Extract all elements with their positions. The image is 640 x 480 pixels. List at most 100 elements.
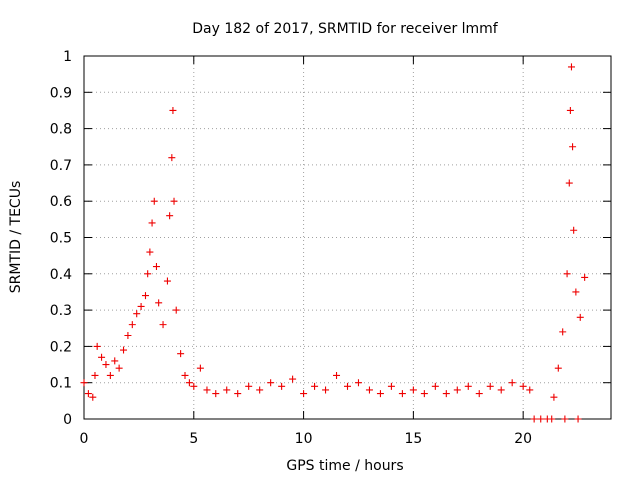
x-tick-label: 0 [80,431,89,447]
y-tick-label: 0.2 [50,339,72,355]
data-point [431,382,439,390]
data-point [170,197,178,205]
data-point [89,393,97,401]
data-point [111,357,119,365]
data-point [196,364,204,372]
data-point [581,273,589,281]
data-point [365,386,373,394]
data-point [120,346,128,354]
data-point [576,313,584,321]
data-point [190,382,198,390]
data-point [475,390,483,398]
data-point [115,364,123,372]
data-point [526,386,534,394]
data-point [420,390,428,398]
data-point [91,371,99,379]
data-markers [80,63,589,423]
data-point [554,364,562,372]
data-point [166,212,174,220]
data-point [398,390,406,398]
data-point [565,179,573,187]
data-point [148,219,156,227]
data-point [566,106,574,114]
data-point [387,382,395,390]
chart-title: Day 182 of 2017, SRMTID for receiver lmm… [192,21,499,37]
data-point [146,248,154,256]
data-point [311,382,319,390]
x-axis-label: GPS time / hours [286,458,403,474]
y-tick-label: 0.7 [50,158,72,174]
x-tick-label: 10 [295,431,313,447]
data-point [223,386,231,394]
grid-lines [84,56,611,419]
data-point [344,382,351,390]
data-point [168,154,176,162]
data-point [278,382,286,390]
y-tick-label: 1 [63,49,72,65]
data-point [530,415,538,423]
x-tick-label: 5 [189,431,198,447]
data-point [267,379,275,387]
data-point [574,415,582,423]
data-point [453,386,461,394]
data-point [234,390,242,398]
data-point [300,390,308,398]
y-tick-label: 0.1 [50,376,72,392]
data-point [80,379,88,387]
data-point [150,197,158,205]
data-point [106,371,114,379]
axis-ticks [83,55,611,420]
data-point [486,382,494,390]
data-point [537,415,545,423]
y-tick-label: 0.5 [50,231,72,247]
data-point [98,353,106,361]
data-point [548,415,556,423]
data-point [561,415,569,423]
data-point [245,382,253,390]
y-tick-label: 0.8 [50,122,72,138]
data-point [185,379,193,387]
data-point [570,226,578,234]
y-tick-label: 0.4 [50,267,72,283]
y-tick-label: 0.3 [50,303,72,319]
data-point [84,390,92,398]
data-point [442,390,450,398]
data-point [144,270,152,278]
data-point [572,288,580,296]
data-point [163,277,171,285]
data-point [569,143,577,151]
plot-frame [83,55,612,420]
data-point [172,306,180,314]
data-point [519,382,527,390]
data-point [137,302,145,310]
data-point [550,393,558,401]
data-point [155,299,163,307]
data-point [354,379,362,387]
data-point [152,263,160,271]
data-point [464,382,472,390]
data-point [133,310,141,318]
y-axis-label: SRMTID / TECUs [8,181,24,294]
data-point [376,390,384,398]
data-point [508,379,516,387]
y-tick-label: 0.6 [50,194,72,210]
tick-labels: 0 5 10 15 20 0 0.1 0.2 0.3 0.4 0.5 0.6 0.7 0.8 0.9 1 [50,49,532,447]
data-point [567,63,575,71]
data-point [141,292,149,300]
data-point [169,106,177,114]
data-point [93,342,101,350]
y-tick-label: 0.9 [50,85,72,101]
data-point [322,386,330,394]
data-point [102,361,110,369]
y-tick-label: 0 [63,412,72,428]
data-point [409,386,417,394]
data-point [212,390,220,398]
data-point [256,386,264,394]
x-tick-label: 20 [514,431,532,447]
data-point [289,375,297,383]
data-point [128,321,136,329]
data-point [159,321,167,329]
data-point [559,328,567,336]
data-point [181,371,189,379]
